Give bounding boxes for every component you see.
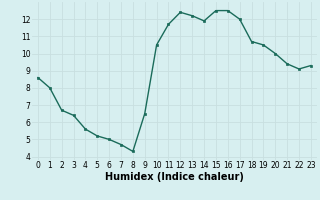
X-axis label: Humidex (Indice chaleur): Humidex (Indice chaleur) <box>105 172 244 182</box>
